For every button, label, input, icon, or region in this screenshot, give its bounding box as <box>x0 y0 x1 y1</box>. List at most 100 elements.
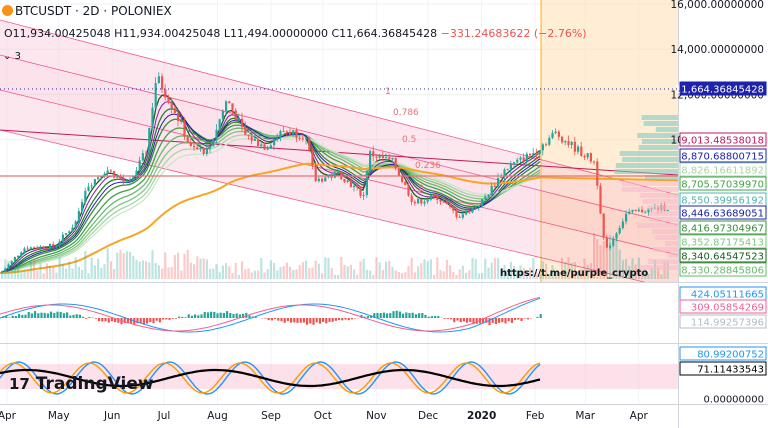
volume-profile-bar <box>641 115 678 120</box>
macd-histogram-bar <box>290 318 293 323</box>
volume-profile-bar <box>653 247 678 252</box>
candle-body <box>452 206 455 211</box>
candle-body <box>429 195 432 200</box>
macd-histogram-bar <box>56 311 59 318</box>
candle-body <box>599 185 602 214</box>
volume-bar <box>244 269 247 279</box>
candle-body <box>205 148 208 154</box>
candle-body <box>500 176 503 178</box>
macd-histogram-bar <box>37 313 40 318</box>
candle-body <box>145 153 148 155</box>
candle-body <box>36 248 39 250</box>
volume-bar <box>42 273 45 279</box>
indicator-toggle[interactable]: ⌄ 3 <box>3 51 21 62</box>
candle-body <box>404 181 407 186</box>
candle-body <box>314 164 317 182</box>
volume-bar <box>308 268 311 279</box>
x-tick-label: Feb <box>526 410 545 422</box>
candle-body <box>580 146 583 156</box>
volume-profile-bar <box>622 157 678 162</box>
candle-body <box>180 120 183 122</box>
tradingview-logo-text: TradingView <box>35 374 154 394</box>
fib-label: 0 <box>418 184 424 194</box>
price-axis[interactable]: 16,000.0000000014,000.0000000012,000.000… <box>670 0 764 147</box>
candle-body <box>221 111 224 120</box>
candle-body <box>193 145 196 148</box>
candle-body <box>420 198 423 204</box>
volume-bar <box>346 266 349 279</box>
macd-histogram-bar <box>328 318 331 322</box>
volume-bar <box>129 251 132 279</box>
macd-histogram-bar <box>491 318 494 323</box>
candle-body <box>426 199 429 202</box>
volume-bar <box>586 265 589 279</box>
macd-histogram-bar <box>75 314 78 318</box>
volume-bar <box>538 274 541 279</box>
volume-bar <box>509 261 512 279</box>
volume-bar <box>113 269 116 279</box>
candle-body <box>596 161 599 186</box>
candle-body <box>29 247 32 250</box>
macd-histogram-bar <box>344 318 347 320</box>
volume-bar <box>417 266 420 279</box>
time-axis[interactable]: Apr May Jun Jul Aug Sep Oct Nov Dec 2020 Feb Mar Apr <box>0 410 649 422</box>
volume-bar <box>145 261 148 279</box>
x-tick-label: Aug <box>207 410 228 422</box>
macd-histogram-bar <box>517 318 520 320</box>
macd-histogram-bar <box>443 318 446 319</box>
tradingview-logo[interactable]: 𝟭𝟳 TradingView <box>9 374 154 394</box>
macd-histogram-bar <box>133 318 136 326</box>
candle-body <box>445 201 448 205</box>
candle-body <box>541 144 544 151</box>
macd-histogram-bar <box>85 318 88 319</box>
candle-body <box>177 113 180 121</box>
y-tick-label: 16,000.00000000 <box>670 0 764 11</box>
x-tick-label: May <box>48 410 70 422</box>
fib-label: 0.5 <box>402 135 416 145</box>
macd-histogram-bar <box>50 311 53 318</box>
candle-body <box>612 238 615 246</box>
volume-bar <box>548 274 551 279</box>
macd-histogram-bar <box>229 312 232 318</box>
volume-bar <box>161 268 164 279</box>
volume-profile-bar <box>637 133 678 138</box>
candle-body <box>266 147 269 150</box>
candle-body <box>321 178 324 182</box>
macd-histogram-bar <box>155 318 158 321</box>
candle-body <box>42 246 45 249</box>
macd-histogram-bar <box>379 312 382 318</box>
candle-body <box>279 131 282 138</box>
candle-body <box>68 231 71 234</box>
candle-body <box>449 204 452 207</box>
volume-bar <box>602 241 605 279</box>
candle-body <box>244 126 247 135</box>
volume-profile-bar <box>655 127 678 132</box>
price-tag-label: 8,340.64547523 <box>681 252 764 263</box>
volume-bar <box>314 260 317 279</box>
volume-bar <box>461 265 464 279</box>
macd-histogram-bar <box>498 318 501 323</box>
macd-histogram-bar <box>539 314 542 318</box>
volume-bar <box>644 268 647 279</box>
macd-histogram-bar <box>446 318 449 319</box>
macd-histogram-bar <box>510 318 513 323</box>
macd-histogram-bar <box>200 314 203 318</box>
macd-histogram-bar <box>5 315 8 318</box>
volume-bar <box>151 250 154 279</box>
macd-histogram-bar <box>382 312 385 318</box>
volume-bar <box>333 274 336 279</box>
volume-bar <box>490 262 493 279</box>
volume-bar <box>378 262 381 279</box>
ohlc-close: C11,664.36845428 <box>331 27 438 40</box>
volume-bar <box>596 239 599 279</box>
candle-body <box>71 227 74 232</box>
volume-bar <box>353 269 356 279</box>
candle-body <box>532 153 535 156</box>
volume-bar <box>45 263 48 279</box>
price-tag-label: 8,705.57039970 <box>681 180 764 191</box>
macd-histogram-bar <box>213 311 216 318</box>
candle-body <box>417 198 420 204</box>
macd-histogram-bar <box>341 318 344 321</box>
volume-bar <box>481 272 484 279</box>
